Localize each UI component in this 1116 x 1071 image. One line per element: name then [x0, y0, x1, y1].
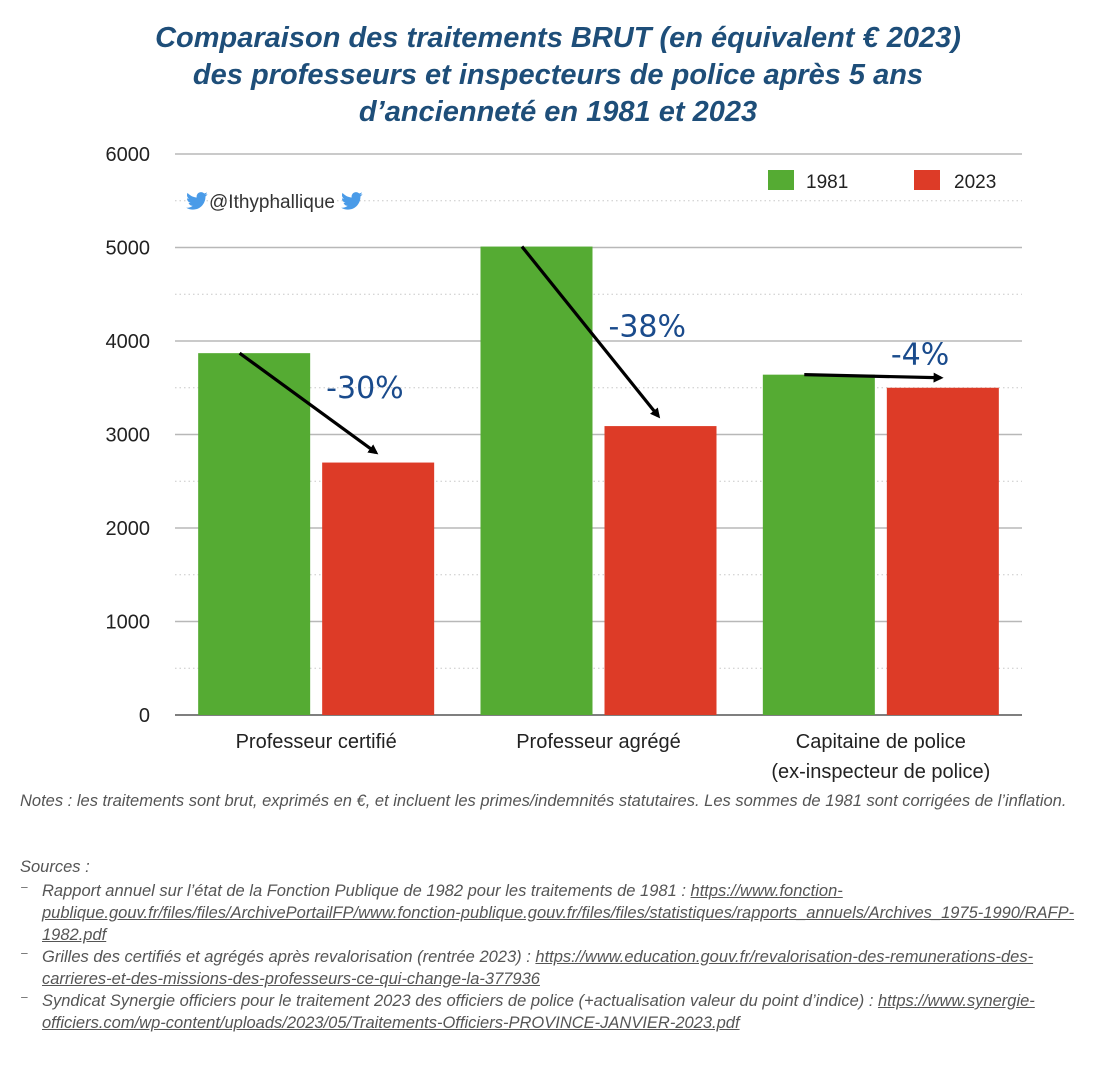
twitter-bird-icon — [341, 192, 363, 210]
legend-swatch-2023 — [914, 170, 940, 190]
handle-text: @Ithyphallique — [209, 192, 335, 213]
y-tick-label: 1000 — [106, 612, 151, 634]
trend-arrow — [238, 351, 379, 455]
trend-arrow — [804, 372, 944, 383]
title-line-3: d’ancienneté en 1981 et 2023 — [358, 96, 758, 128]
sources-list: ⁻ Rapport annuel sur l’état de la Fonctio… — [20, 880, 1100, 1034]
twitter-bird-icon — [186, 192, 208, 210]
source-link[interactable]: https://www.fonction-publique.gouv.fr/fi… — [42, 882, 1075, 944]
percent-annotation: -4% — [891, 338, 949, 373]
twitter-handle: @Ithyphallique — [186, 192, 363, 213]
trend-arrows — [238, 245, 944, 455]
x-category-label: (ex-inspecteur de police) — [771, 761, 990, 783]
source-item: ⁻ Grilles des certifiés et agrégés après … — [20, 948, 1034, 988]
y-tick-label: 4000 — [106, 331, 151, 353]
title-line-1: Comparaison des traitements BRUT (en équ… — [155, 22, 961, 54]
x-axis: Professeur certifié Professeur agrégé Capi… — [236, 731, 991, 783]
sources-label: Sources : — [20, 858, 90, 876]
y-tick-label: 6000 — [106, 144, 151, 166]
title-line-2: des professeurs et inspecteurs de police… — [192, 59, 924, 91]
source-link[interactable]: https://www.education.gouv.fr/revalorisa… — [42, 948, 1034, 988]
bar-1981-0 — [198, 353, 311, 715]
legend-label-2023: 2023 — [954, 172, 996, 193]
legend-swatch-1981 — [768, 170, 794, 190]
bar-2023-0 — [322, 462, 435, 715]
bar-2023-2 — [886, 387, 999, 715]
bars — [198, 246, 999, 715]
chart-title: Comparaison des traitements BRUT (en équ… — [0, 20, 1116, 131]
percent-annotations: -30% -38% -4% — [326, 310, 949, 407]
notes-text: Notes : les traitements sont brut, expri… — [20, 792, 1067, 810]
bar-1981-2 — [762, 374, 875, 715]
x-category-label: Professeur certifié — [236, 731, 397, 753]
source-item: ⁻ Syndicat Synergie officiers pour le tra… — [20, 992, 1035, 1032]
x-category-label: Professeur agrégé — [516, 731, 681, 753]
y-tick-label: 0 — [139, 705, 150, 727]
y-tick-label: 3000 — [106, 425, 151, 447]
bar-chart: 0 1000 2000 3000 4000 5000 6000 Professeur cer… — [106, 144, 1022, 783]
legend: 1981 2023 — [768, 170, 996, 193]
trend-arrow — [520, 245, 661, 419]
y-axis: 0 1000 2000 3000 4000 5000 6000 — [106, 144, 151, 727]
x-category-label: Capitaine de police — [796, 731, 966, 753]
percent-annotation: -38% — [609, 310, 687, 345]
bar-1981-1 — [480, 246, 593, 715]
legend-label-1981: 1981 — [806, 172, 848, 193]
y-tick-label: 5000 — [106, 238, 151, 260]
bar-2023-1 — [604, 426, 717, 715]
y-tick-label: 2000 — [106, 518, 151, 540]
source-link[interactable]: https://www.synergie-officiers.com/wp-co… — [42, 992, 1035, 1032]
percent-annotation: -30% — [326, 371, 404, 406]
source-item: ⁻ Rapport annuel sur l’état de la Fonctio… — [20, 882, 1075, 944]
